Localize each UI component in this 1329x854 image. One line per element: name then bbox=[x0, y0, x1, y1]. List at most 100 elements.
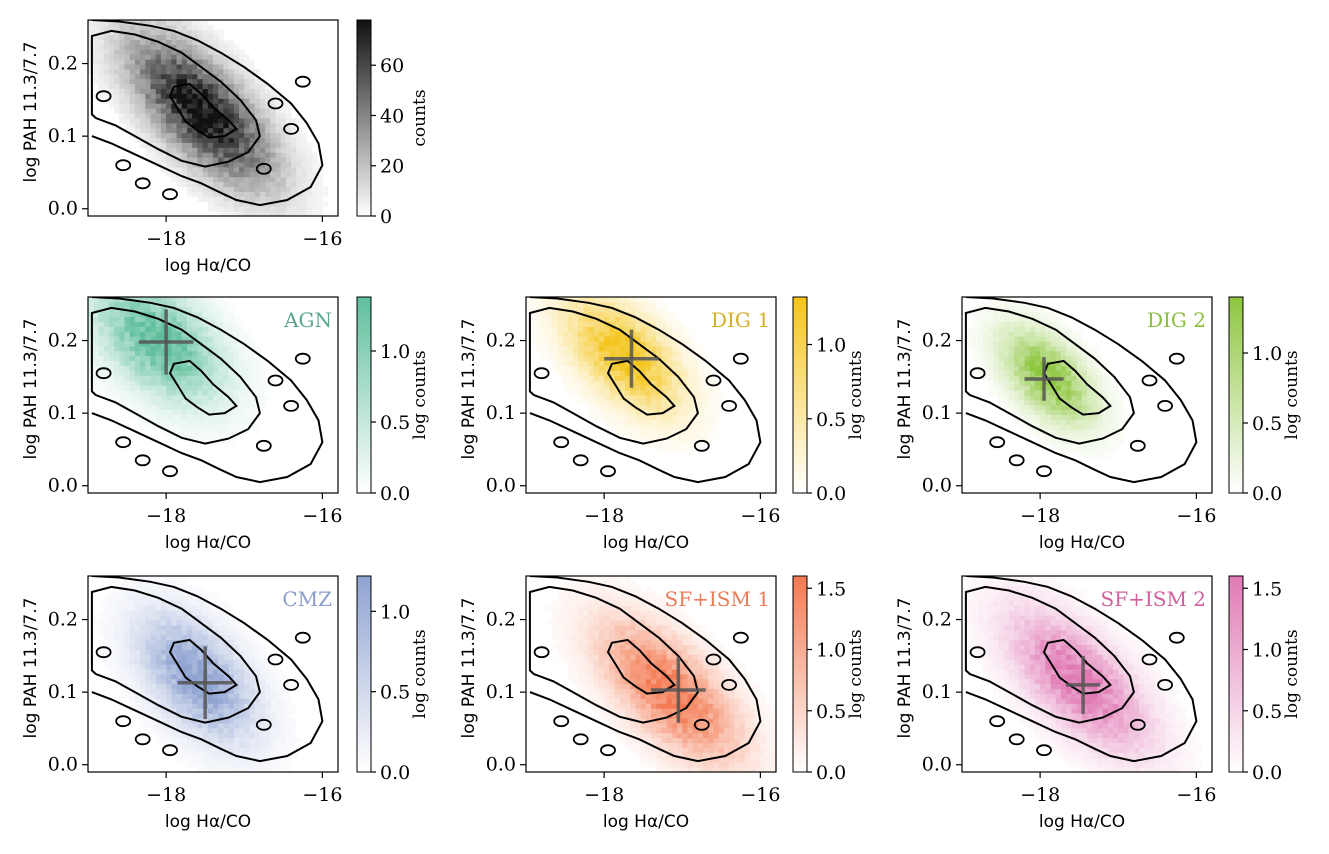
heatmap-cell bbox=[671, 350, 678, 357]
heatmap-cell bbox=[624, 414, 631, 420]
heatmap-cell bbox=[692, 360, 699, 366]
heatmap-cell bbox=[598, 350, 605, 357]
heatmap-cell bbox=[567, 336, 574, 342]
heatmap-cell bbox=[171, 20, 177, 26]
heatmap-cell bbox=[239, 127, 245, 134]
heatmap-cell bbox=[588, 321, 595, 327]
heatmap-cell bbox=[578, 355, 584, 362]
heatmap-cell bbox=[687, 346, 694, 352]
heatmap-cell bbox=[588, 580, 595, 587]
heatmap-cell bbox=[671, 419, 678, 425]
heatmap-cell bbox=[176, 44, 183, 50]
heatmap-cell bbox=[181, 409, 188, 415]
heatmap-cell bbox=[270, 157, 276, 163]
heatmap-cell bbox=[202, 88, 209, 94]
heatmap-cell bbox=[213, 419, 219, 425]
heatmap-cell bbox=[119, 595, 125, 601]
heatmap-cell bbox=[244, 429, 250, 435]
heatmap-cell bbox=[160, 634, 167, 641]
contour-middle bbox=[528, 306, 699, 445]
heatmap-cell bbox=[176, 78, 183, 85]
heatmap-cell bbox=[228, 191, 235, 197]
heatmap-cell bbox=[254, 113, 261, 119]
heatmap-cell bbox=[583, 346, 589, 352]
heatmap-cell bbox=[1097, 439, 1104, 445]
heatmap-cell bbox=[181, 625, 188, 631]
heatmap-cell bbox=[160, 93, 167, 99]
heatmap-cell bbox=[166, 108, 172, 114]
heatmap-cell bbox=[270, 142, 276, 148]
heatmap-cell bbox=[682, 380, 688, 386]
heatmap-cell bbox=[609, 414, 615, 420]
heatmap-cell bbox=[88, 355, 94, 362]
heatmap-cell bbox=[265, 171, 271, 178]
heatmap-cell bbox=[176, 321, 183, 327]
heatmap-cell bbox=[993, 365, 999, 371]
heatmap-cell bbox=[1113, 439, 1119, 445]
heatmap-cell bbox=[254, 191, 261, 197]
heatmap-cell bbox=[134, 654, 141, 660]
heatmap-cell bbox=[1045, 321, 1051, 327]
heatmap-cell bbox=[176, 737, 183, 743]
heatmap-cell bbox=[285, 723, 292, 729]
heatmap-cell bbox=[150, 137, 157, 143]
heatmap-cell bbox=[239, 649, 245, 655]
heatmap-cell bbox=[192, 365, 198, 371]
heatmap-cell bbox=[108, 659, 115, 665]
heatmap-cell bbox=[306, 211, 313, 216]
heatmap-cell bbox=[1076, 434, 1083, 440]
heatmap-cell bbox=[93, 73, 99, 80]
heatmap-cell bbox=[176, 93, 183, 99]
heatmap-cell bbox=[1045, 316, 1051, 322]
heatmap-cell bbox=[640, 370, 647, 376]
y-tick-label: 0.2 bbox=[486, 330, 516, 352]
heatmap-cell bbox=[176, 137, 183, 143]
heatmap-cell bbox=[197, 132, 203, 138]
heatmap-cell bbox=[285, 127, 292, 134]
heatmap-cell bbox=[233, 644, 240, 650]
heatmap-cell bbox=[223, 664, 230, 670]
heatmap-cell bbox=[192, 132, 198, 138]
heatmap-cell bbox=[583, 644, 589, 650]
heatmap-cell bbox=[614, 350, 621, 357]
heatmap-cell bbox=[140, 54, 146, 60]
heatmap-cell bbox=[254, 409, 261, 415]
heatmap-cell bbox=[197, 752, 203, 758]
heatmap-cell bbox=[88, 321, 94, 327]
heatmap-cell bbox=[275, 201, 282, 207]
heatmap-cell bbox=[171, 108, 177, 114]
heatmap-cell bbox=[977, 316, 984, 322]
heatmap-cell bbox=[207, 399, 214, 406]
contour-island bbox=[1008, 454, 1025, 467]
heatmap-cell bbox=[588, 297, 595, 303]
heatmap-cell bbox=[171, 649, 177, 655]
heatmap-cell bbox=[687, 341, 694, 347]
colorbar bbox=[356, 19, 372, 217]
heatmap-cell bbox=[1040, 326, 1046, 332]
heatmap-cell bbox=[998, 316, 1005, 322]
heatmap-cell bbox=[233, 742, 240, 748]
heatmap-cell bbox=[223, 311, 230, 317]
heatmap-cell bbox=[166, 659, 172, 665]
heatmap-cell bbox=[645, 424, 652, 430]
heatmap-cell bbox=[1014, 395, 1020, 401]
heatmap-cell bbox=[150, 73, 157, 80]
contour-island bbox=[115, 715, 132, 728]
heatmap-cell bbox=[666, 316, 673, 322]
heatmap-cell bbox=[572, 365, 579, 371]
heatmap-cell bbox=[218, 196, 224, 202]
heatmap-cell bbox=[661, 444, 668, 450]
contour-island bbox=[732, 352, 749, 365]
heatmap-cell bbox=[197, 409, 203, 415]
heatmap-cell bbox=[677, 404, 683, 411]
heatmap-cell bbox=[619, 331, 626, 337]
heatmap-cell bbox=[124, 683, 131, 690]
heatmap-cell bbox=[140, 688, 146, 694]
heatmap-cell bbox=[562, 321, 569, 327]
heatmap-cell bbox=[171, 595, 177, 601]
heatmap-cell bbox=[181, 713, 188, 719]
heatmap-cell bbox=[176, 644, 183, 650]
heatmap-cell bbox=[103, 639, 110, 645]
heatmap-cell bbox=[108, 629, 115, 636]
heatmap-cell bbox=[619, 321, 626, 327]
